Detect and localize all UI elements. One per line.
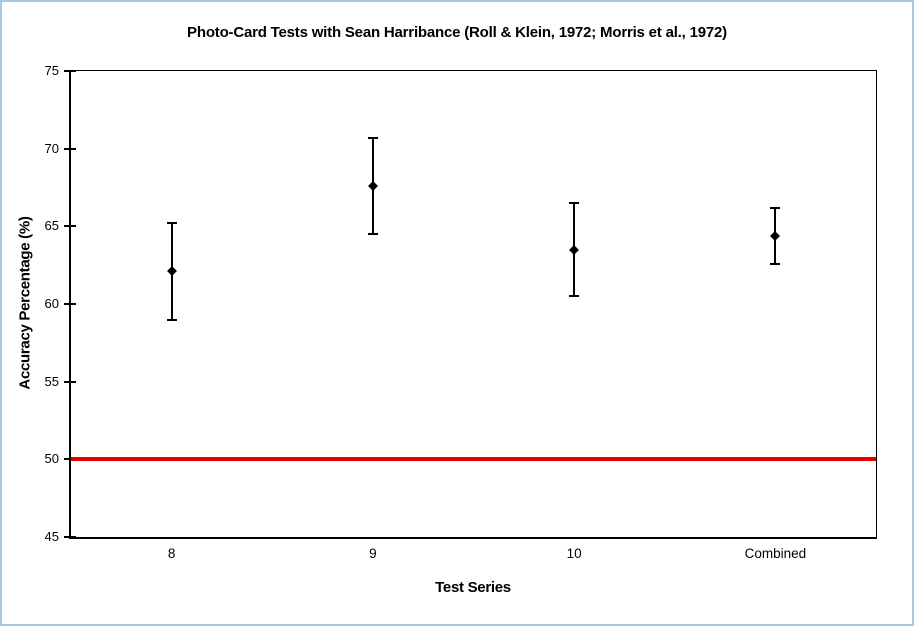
y-axis-tick bbox=[64, 380, 76, 383]
y-tick-label: 65 bbox=[44, 218, 59, 234]
y-axis-tick bbox=[64, 147, 76, 150]
reference-line bbox=[71, 457, 876, 462]
error-bar-cap-top bbox=[770, 206, 781, 209]
y-axis-tick bbox=[64, 458, 76, 461]
x-axis-title: Test Series bbox=[435, 579, 511, 596]
error-bar-cap-bottom bbox=[569, 295, 580, 298]
x-tick-label: 10 bbox=[566, 546, 582, 561]
y-axis-tick bbox=[64, 303, 76, 305]
error-bar-cap-top bbox=[166, 222, 177, 225]
data-point-marker bbox=[569, 244, 580, 255]
x-tick-label: 9 bbox=[369, 546, 377, 561]
y-tick-label: 45 bbox=[44, 529, 59, 544]
y-tick-label: 55 bbox=[44, 373, 59, 389]
x-tick-label: Combined bbox=[744, 546, 807, 561]
chart-title: Photo-Card Tests with Sean Harribance (R… bbox=[187, 24, 727, 41]
y-axis-tick bbox=[64, 536, 76, 538]
y-tick-label: 60 bbox=[44, 296, 59, 311]
error-bar-cap-bottom bbox=[367, 233, 378, 236]
y-axis-tick bbox=[64, 70, 76, 72]
data-point-marker bbox=[166, 266, 177, 277]
error-bar-cap-bottom bbox=[166, 318, 177, 321]
plot-area: 75 70 65 60 55 50 45 8 9 10 Combined bbox=[45, 63, 877, 561]
x-tick-label: 8 bbox=[167, 546, 176, 561]
error-bar-cap-top bbox=[569, 202, 580, 205]
y-tick-label: 75 bbox=[44, 63, 59, 78]
data-point-marker bbox=[367, 180, 378, 191]
error-bar-cap-top bbox=[367, 136, 378, 139]
data-point-marker bbox=[770, 230, 781, 241]
y-axis-title: Accuracy Percentage (%) bbox=[16, 216, 34, 390]
y-tick-label: 50 bbox=[44, 451, 59, 467]
y-axis-tick bbox=[64, 225, 76, 228]
y-tick-label: 70 bbox=[44, 140, 59, 156]
error-bar-cap-bottom bbox=[770, 262, 781, 265]
